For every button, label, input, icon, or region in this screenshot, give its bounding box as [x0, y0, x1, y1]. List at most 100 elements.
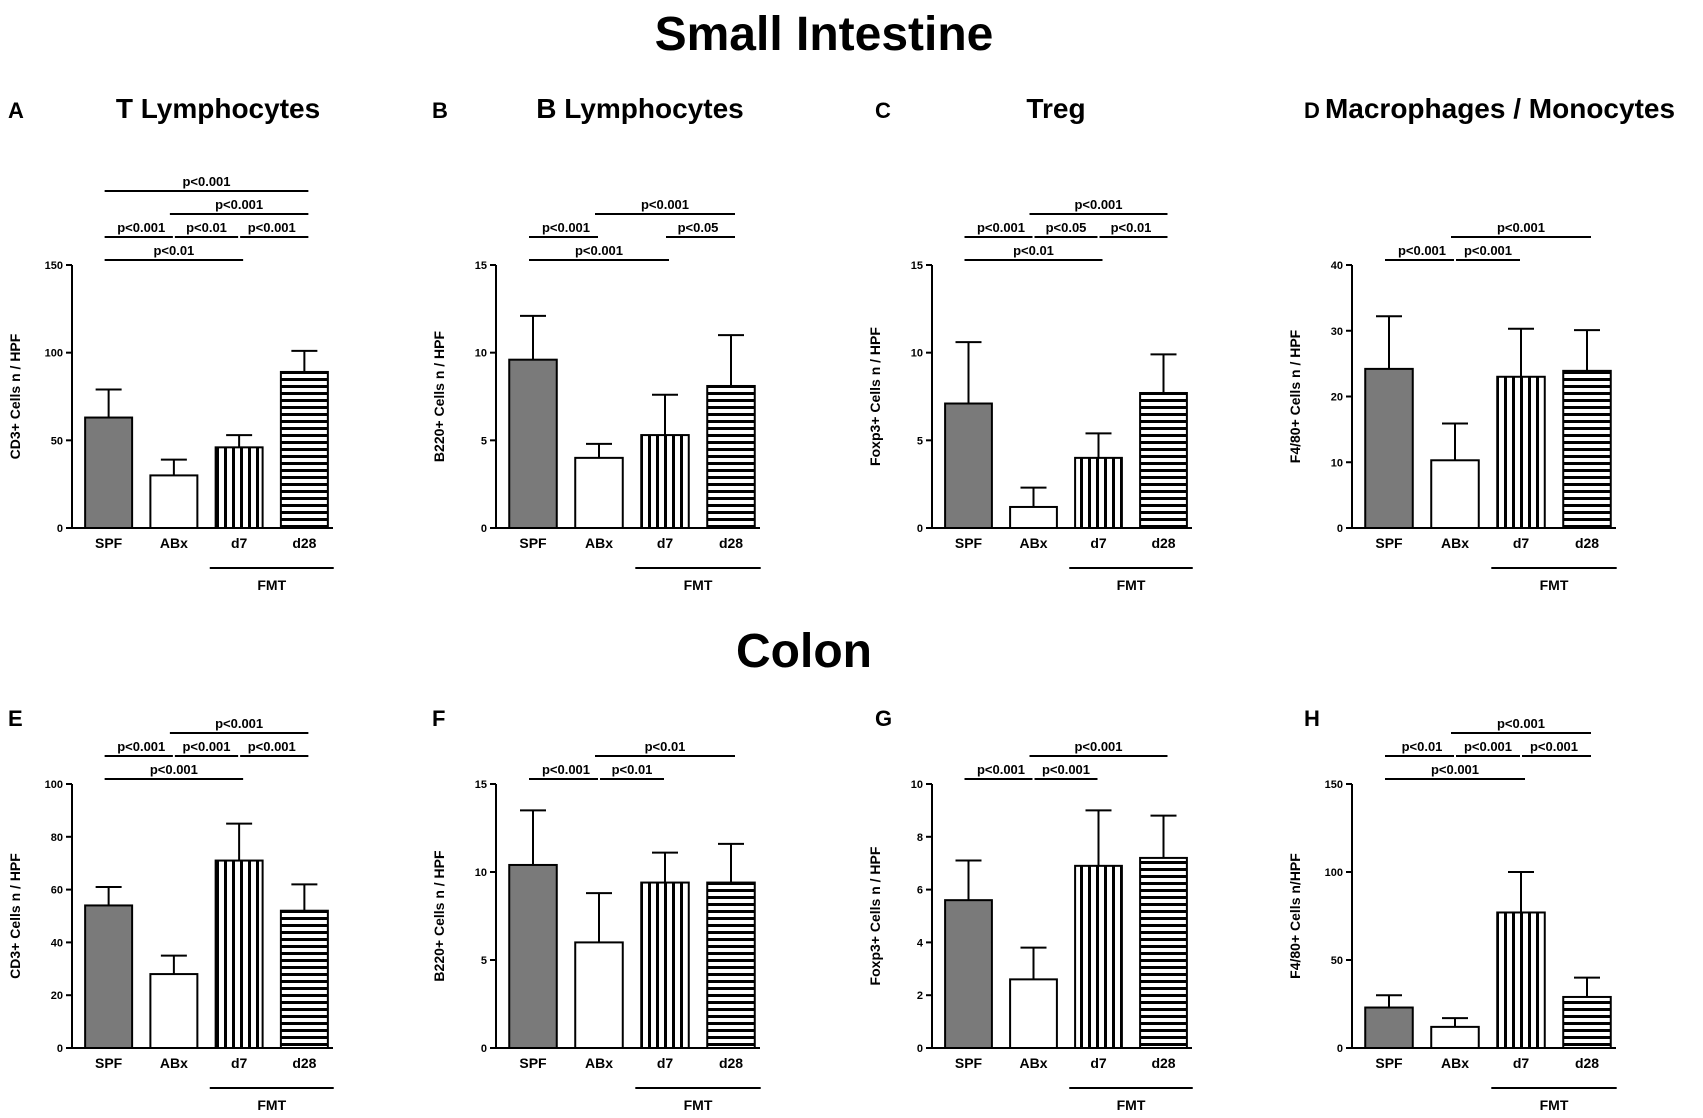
significance-label: p<0.001 [117, 220, 165, 235]
y-tick-label: 150 [1325, 779, 1343, 791]
category-label: ABx [585, 535, 613, 551]
panel-a: A T Lymphocytes 0 50 100 150 CD3+ Cells n / HP… [7, 93, 334, 593]
significance-label: p<0.001 [1431, 762, 1479, 777]
y-tick-label: 5 [481, 955, 487, 967]
y-tick-label: 100 [1325, 867, 1343, 879]
significance-label: p<0.001 [248, 739, 296, 754]
significance-label: p<0.001 [977, 220, 1025, 235]
y-tick-label: 80 [51, 832, 63, 844]
panel-f: F 0 5 10 15 B220+ Cells n / HPF SPF ABx d7 d28 FMT… [431, 706, 761, 1113]
y-tick-label: 10 [911, 779, 923, 791]
bar-d28 [1562, 369, 1612, 530]
y-tick-label: 0 [481, 523, 487, 535]
panel-letter: G [875, 706, 892, 731]
y-tick-label: 50 [51, 435, 63, 447]
y-tick-label: 40 [51, 937, 63, 949]
bar-d28 [279, 370, 329, 529]
bar-spf [84, 416, 134, 530]
fmt-group-label: FMT [257, 1097, 286, 1113]
category-label: d28 [1151, 535, 1175, 551]
significance-label: p<0.01 [1111, 220, 1152, 235]
category-label: SPF [519, 1055, 547, 1071]
significance-label: p<0.001 [182, 174, 230, 189]
category-label: SPF [955, 535, 983, 551]
category-label: d28 [1575, 1055, 1599, 1071]
significance-label: p<0.001 [150, 762, 198, 777]
significance-label: p<0.01 [186, 220, 227, 235]
y-tick-label: 40 [1331, 260, 1343, 272]
y-tick-label: 10 [475, 348, 487, 360]
bar-abx [1430, 1025, 1480, 1050]
fmt-group-label: FMT [1540, 577, 1569, 593]
panel-h: H 0 50 100 150 F4/80+ Cells n/HPF SPF ABx d7 d28 F… [1287, 706, 1617, 1113]
category-label: SPF [1375, 1055, 1403, 1071]
bar-d7 [1074, 456, 1123, 529]
bar-d28 [1139, 856, 1188, 1049]
significance-label: p<0.01 [645, 739, 686, 754]
category-label: d7 [657, 535, 674, 551]
bar-d28 [1139, 391, 1188, 530]
significance-label: p<0.001 [215, 716, 263, 731]
panel-e: E 0 20 40 60 80 100 CD3+ Cells n / HPF SPF ABx d7 d… [7, 706, 334, 1113]
significance-label: p<0.001 [248, 220, 296, 235]
panel-title: Treg [1026, 93, 1085, 124]
fmt-group-label: FMT [1117, 577, 1146, 593]
significance-label: p<0.001 [1074, 739, 1122, 754]
panel-g: G 0 2 4 6 8 10 Foxp3+ Cells n / HPF SPF ABx d7 d28 F… [867, 706, 1193, 1113]
bar-spf [84, 904, 134, 1049]
bar-abx [574, 941, 624, 1050]
category-label: d7 [1513, 535, 1530, 551]
y-tick-label: 2 [917, 990, 923, 1002]
category-label: d7 [1513, 1055, 1530, 1071]
panel-letter: D [1304, 98, 1320, 123]
category-label: SPF [955, 1055, 983, 1071]
y-tick-label: 0 [57, 1043, 63, 1055]
y-tick-label: 15 [475, 779, 487, 791]
panel-c: C Treg 0 5 10 15 Foxp3+ Cells n / HPF SPF ABx d7 d… [867, 93, 1193, 593]
significance-label: p<0.001 [1464, 739, 1512, 754]
category-label: d7 [231, 1055, 248, 1071]
category-label: SPF [95, 1055, 123, 1071]
y-tick-label: 10 [475, 867, 487, 879]
y-axis-label: B220+ Cells n / HPF [431, 331, 447, 463]
bar-d7 [214, 859, 264, 1049]
category-label: SPF [519, 535, 547, 551]
significance-label: p<0.001 [977, 762, 1025, 777]
bar-spf [944, 402, 993, 529]
significance-label: p<0.05 [678, 220, 719, 235]
bar-abx [1009, 505, 1058, 529]
category-label: d28 [292, 1055, 316, 1071]
fmt-group-label: FMT [1117, 1097, 1146, 1113]
y-tick-label: 50 [1331, 955, 1343, 967]
bar-d7 [1074, 864, 1123, 1050]
bar-abx [1009, 978, 1058, 1049]
significance-label: p<0.001 [641, 197, 689, 212]
y-tick-label: 20 [1331, 392, 1343, 404]
category-label: ABx [1441, 1055, 1469, 1071]
y-tick-label: 10 [1331, 457, 1343, 469]
y-tick-label: 30 [1331, 326, 1343, 338]
y-tick-label: 150 [45, 260, 63, 272]
y-tick-label: 0 [917, 1043, 923, 1055]
bar-abx [149, 474, 199, 529]
panel-letter: F [432, 706, 445, 731]
significance-label: p<0.01 [153, 243, 194, 258]
bar-abx [149, 973, 199, 1050]
y-tick-label: 5 [481, 435, 487, 447]
y-tick-label: 15 [475, 260, 487, 272]
bar-spf [508, 358, 558, 529]
bar-abx [1430, 459, 1480, 529]
y-tick-label: 20 [51, 990, 63, 1002]
significance-label: p<0.001 [1398, 243, 1446, 258]
significance-label: p<0.001 [1074, 197, 1122, 212]
y-axis-label: CD3+ Cells n / HPF [7, 853, 23, 979]
category-label: d28 [719, 1055, 743, 1071]
significance-label: p<0.001 [1042, 762, 1090, 777]
significance-label: p<0.001 [182, 739, 230, 754]
bar-spf [508, 863, 558, 1050]
section-title-colon: Colon [736, 625, 872, 678]
significance-label: p<0.001 [542, 762, 590, 777]
bar-abx [574, 456, 624, 529]
y-tick-label: 100 [45, 779, 63, 791]
